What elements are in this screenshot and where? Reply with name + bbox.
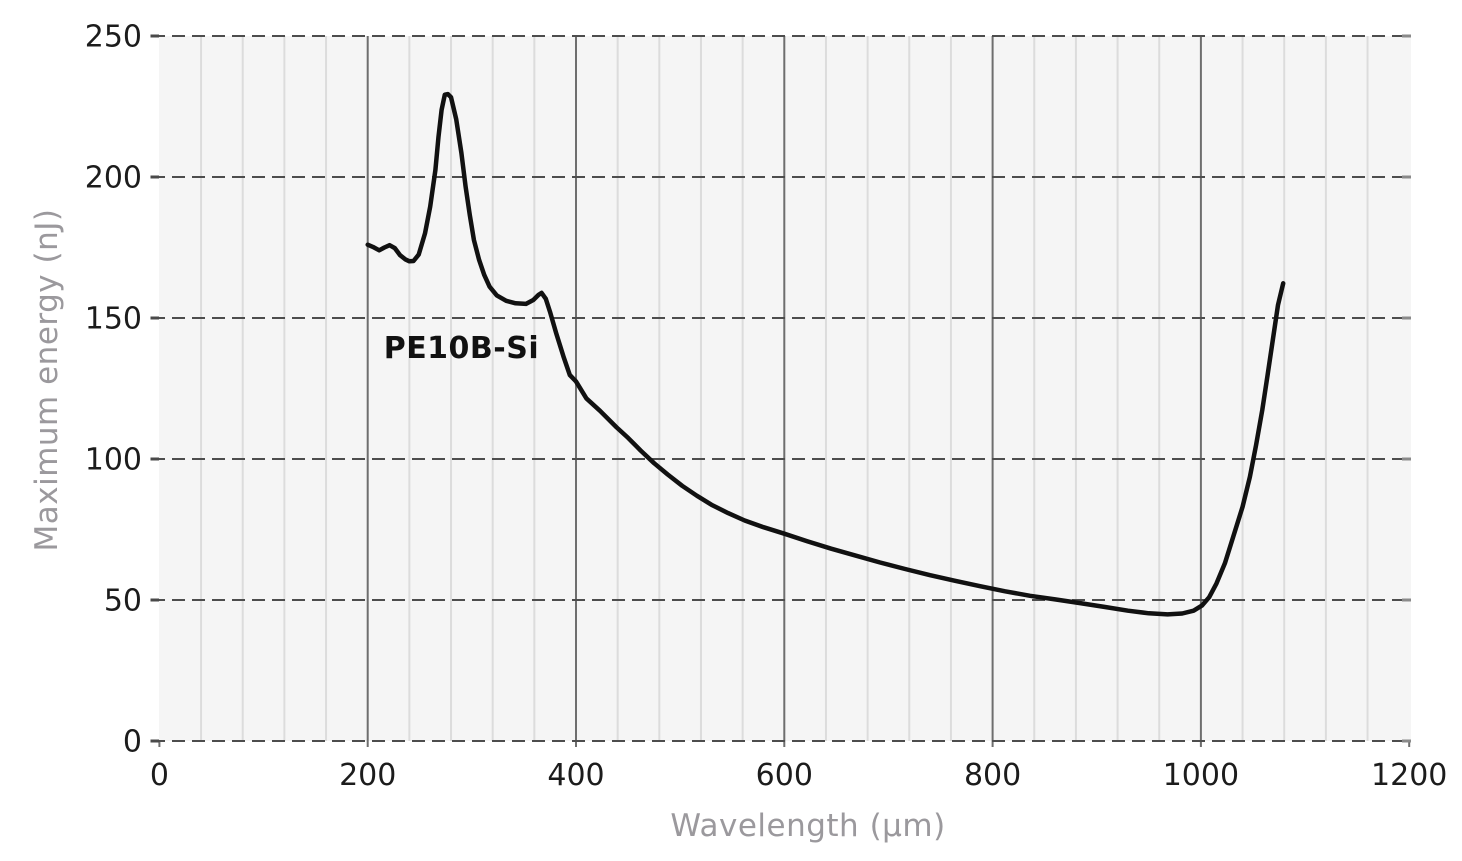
- x-tick-label: 600: [756, 758, 813, 793]
- x-tick-label: 1000: [1163, 758, 1239, 793]
- y-tick-label: 50: [104, 584, 142, 619]
- y-tick-label: 0: [123, 725, 142, 760]
- y-tick-label: 100: [85, 443, 142, 478]
- y-tick-label: 250: [85, 20, 142, 55]
- x-tick-label: 0: [150, 758, 169, 793]
- x-tick-label: 800: [964, 758, 1021, 793]
- y-tick-label: 150: [85, 302, 142, 337]
- x-tick-label: 200: [339, 758, 396, 793]
- y-tick-label: 200: [85, 161, 142, 196]
- x-tick-label: 1200: [1371, 758, 1447, 793]
- x-tick-label: 400: [547, 758, 604, 793]
- data-curve-pe10b-si: [365, 91, 1286, 617]
